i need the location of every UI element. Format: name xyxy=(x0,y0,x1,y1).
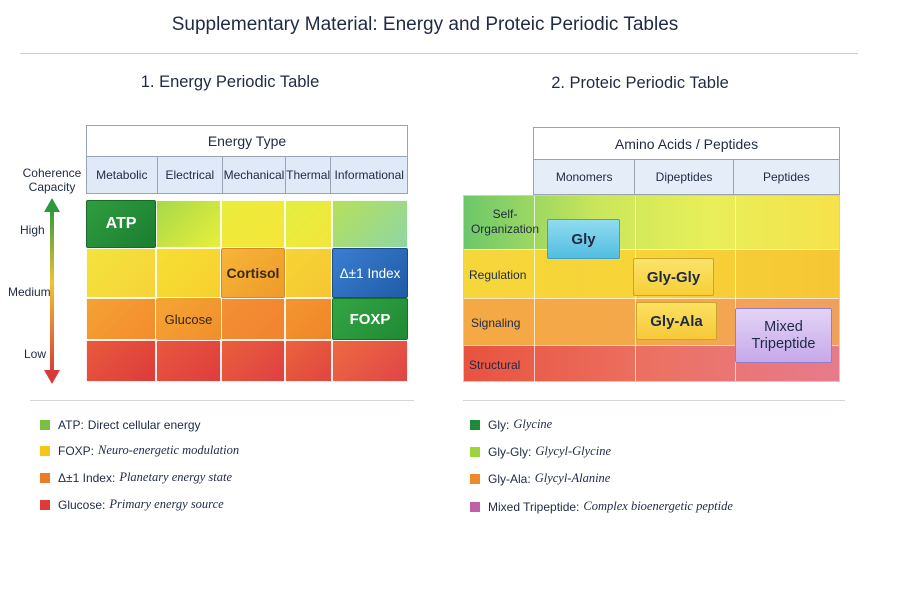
legend-swatch xyxy=(470,419,480,430)
energy-legend-atp: ATP: Direct cellular energy xyxy=(40,418,201,432)
tile-gly[interactable]: Gly xyxy=(547,219,620,259)
col-electrical: Electrical xyxy=(158,157,224,193)
energy-type-header: Energy Type xyxy=(86,125,408,157)
col-monomers: Monomers xyxy=(534,160,636,194)
proteic-legend-gly: Gly: Glycine xyxy=(470,417,552,432)
page-title: Supplementary Material: Energy and Prote… xyxy=(171,14,679,35)
energy-column-headers: Metabolic Electrical Mechanical Thermal … xyxy=(86,157,408,194)
coherence-arrow xyxy=(44,198,60,384)
col-mechanical: Mechanical xyxy=(223,157,286,193)
energy-section-title: 1. Energy Periodic Table xyxy=(140,73,320,91)
col-dipeptides: Dipeptides xyxy=(635,160,734,194)
axis-level-medium: Medium xyxy=(8,285,51,299)
energy-legend-glucose: Glucose: Primary energy source xyxy=(40,497,224,512)
col-metabolic: Metabolic xyxy=(87,157,158,193)
axis-level-low: Low xyxy=(24,347,47,361)
row-structural: Structural xyxy=(469,358,521,372)
tile-cortisol[interactable]: Cortisol xyxy=(221,248,285,298)
tile-gly-gly[interactable]: Gly-Gly xyxy=(633,258,714,296)
proteic-column-headers: Monomers Dipeptides Peptides xyxy=(533,160,840,195)
proteic-legend-gly-ala: Gly-Ala: Glycyl-Alanine xyxy=(470,471,610,486)
energy-legend-divider xyxy=(30,400,414,401)
tile-delta-index[interactable]: Δ±1 Index xyxy=(332,248,408,298)
tile-gly-ala[interactable]: Gly-Ala xyxy=(636,302,717,340)
legend-swatch xyxy=(40,420,50,430)
axis-level-high: High xyxy=(20,223,45,237)
tile-foxp[interactable]: FOXP xyxy=(332,298,408,340)
tile-atp[interactable]: ATP xyxy=(86,200,156,248)
tile-glucose[interactable]: Glucose xyxy=(156,298,221,340)
col-peptides: Peptides xyxy=(763,170,810,184)
proteic-legend-divider xyxy=(463,400,845,401)
energy-legend-index: Δ±1 Index: Planetary energy state xyxy=(40,470,232,485)
legend-swatch xyxy=(470,473,480,484)
proteic-section-title: 2. Proteic Periodic Table xyxy=(551,74,729,92)
row-regulation: Regulation xyxy=(469,268,527,282)
row-self-organization: Self-Organization xyxy=(470,207,540,236)
amino-acids-header: Amino Acids / Peptides xyxy=(533,127,840,160)
legend-swatch xyxy=(40,445,50,456)
legend-swatch xyxy=(40,472,50,483)
col-thermal: Thermal xyxy=(286,157,332,193)
title-divider xyxy=(20,53,858,54)
energy-legend-foxp: FOXP: Neuro-energetic modulation xyxy=(40,443,239,458)
row-signaling: Signaling xyxy=(471,316,521,330)
legend-swatch xyxy=(470,446,480,457)
tile-mixed-tripeptide[interactable]: Mixed Tripeptide xyxy=(735,308,832,363)
legend-swatch xyxy=(470,501,480,512)
proteic-legend-mixed: Mixed Tripeptide: Complex bioenergetic pe… xyxy=(470,499,733,514)
col-informational: Informational xyxy=(334,168,404,182)
proteic-legend-gly-gly: Gly-Gly: Glycyl-Glycine xyxy=(470,444,611,459)
legend-swatch xyxy=(40,499,50,510)
coherence-axis-label: Coherence Capacity xyxy=(22,166,82,194)
